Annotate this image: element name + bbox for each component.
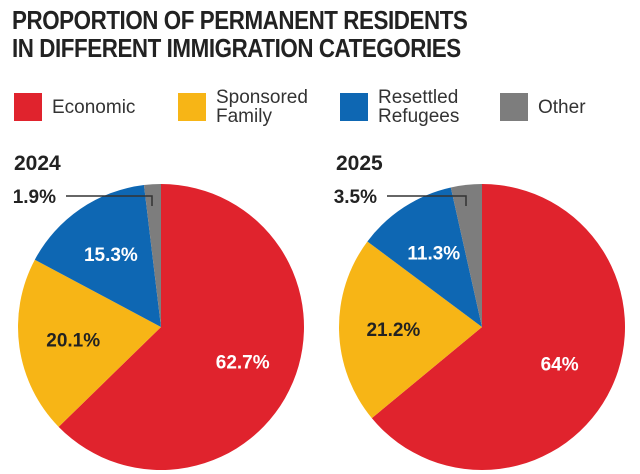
pie-2025-label-resettled-refugees: 11.3% [407,244,460,265]
pie-2024-year-label: 2024 [14,152,61,175]
pie-2024-slice-economic [58,184,304,470]
pie-2024-label-sponsored-family: 20.1% [46,331,100,352]
legend-item-sponsored-family: Sponsored Family [178,84,312,130]
pie-2024-slice-sponsored-family [17,259,161,427]
pie-2025-label-sponsored-family: 21.2% [366,320,420,341]
pie-2024-slice-resettled-refugees [34,185,161,327]
chart-title: PROPORTION OF PERMANENT RESIDENTS IN DIF… [12,5,468,63]
legend-item-other: Other [500,84,598,130]
pie-2024-label-resettled-refugees: 15.3% [84,245,138,266]
legend-label-sponsored-family: Sponsored Family [216,87,308,127]
legend-label-resettled-refugees: Resettled Refugees [378,87,460,127]
legend-swatch-sponsored-family [178,93,206,121]
pie-2024-label-economic: 62.7% [216,352,270,373]
chart-title-line-2: IN DIFFERENT IMMIGRATION CATEGORIES [12,33,461,63]
legend-label-other: Other [538,96,586,118]
legend-swatch-economic [14,93,42,121]
legend-item-economic: Economic [14,84,162,130]
legend-swatch-other [500,93,528,121]
pie-2025-callout-line-other [387,195,467,206]
pie-2025-slice-resettled-refugees [367,187,482,327]
pie-2025-year-label: 2025 [336,152,383,175]
legend-item-resettled-refugees: Resettled Refugees [340,84,464,130]
pie-2024-callout-line-other [66,195,153,206]
pie-2024-slice-other [143,184,161,327]
pie-2025-slice-sponsored-family [339,241,482,419]
pie-2025-label-economic: 64% [541,355,579,376]
legend: Economic Sponsored Family Resettled Refu… [0,84,640,130]
pie-2025-slice-other [450,184,482,327]
pie-2025-slice-economic [371,184,626,470]
legend-swatch-resettled-refugees [340,93,368,121]
pie-2025-label-other: 3.5% [334,187,377,208]
chart-title-line-1: PROPORTION OF PERMANENT RESIDENTS [12,5,468,35]
pie-2024-label-other: 1.9% [13,187,56,208]
legend-label-economic: Economic [52,96,136,118]
